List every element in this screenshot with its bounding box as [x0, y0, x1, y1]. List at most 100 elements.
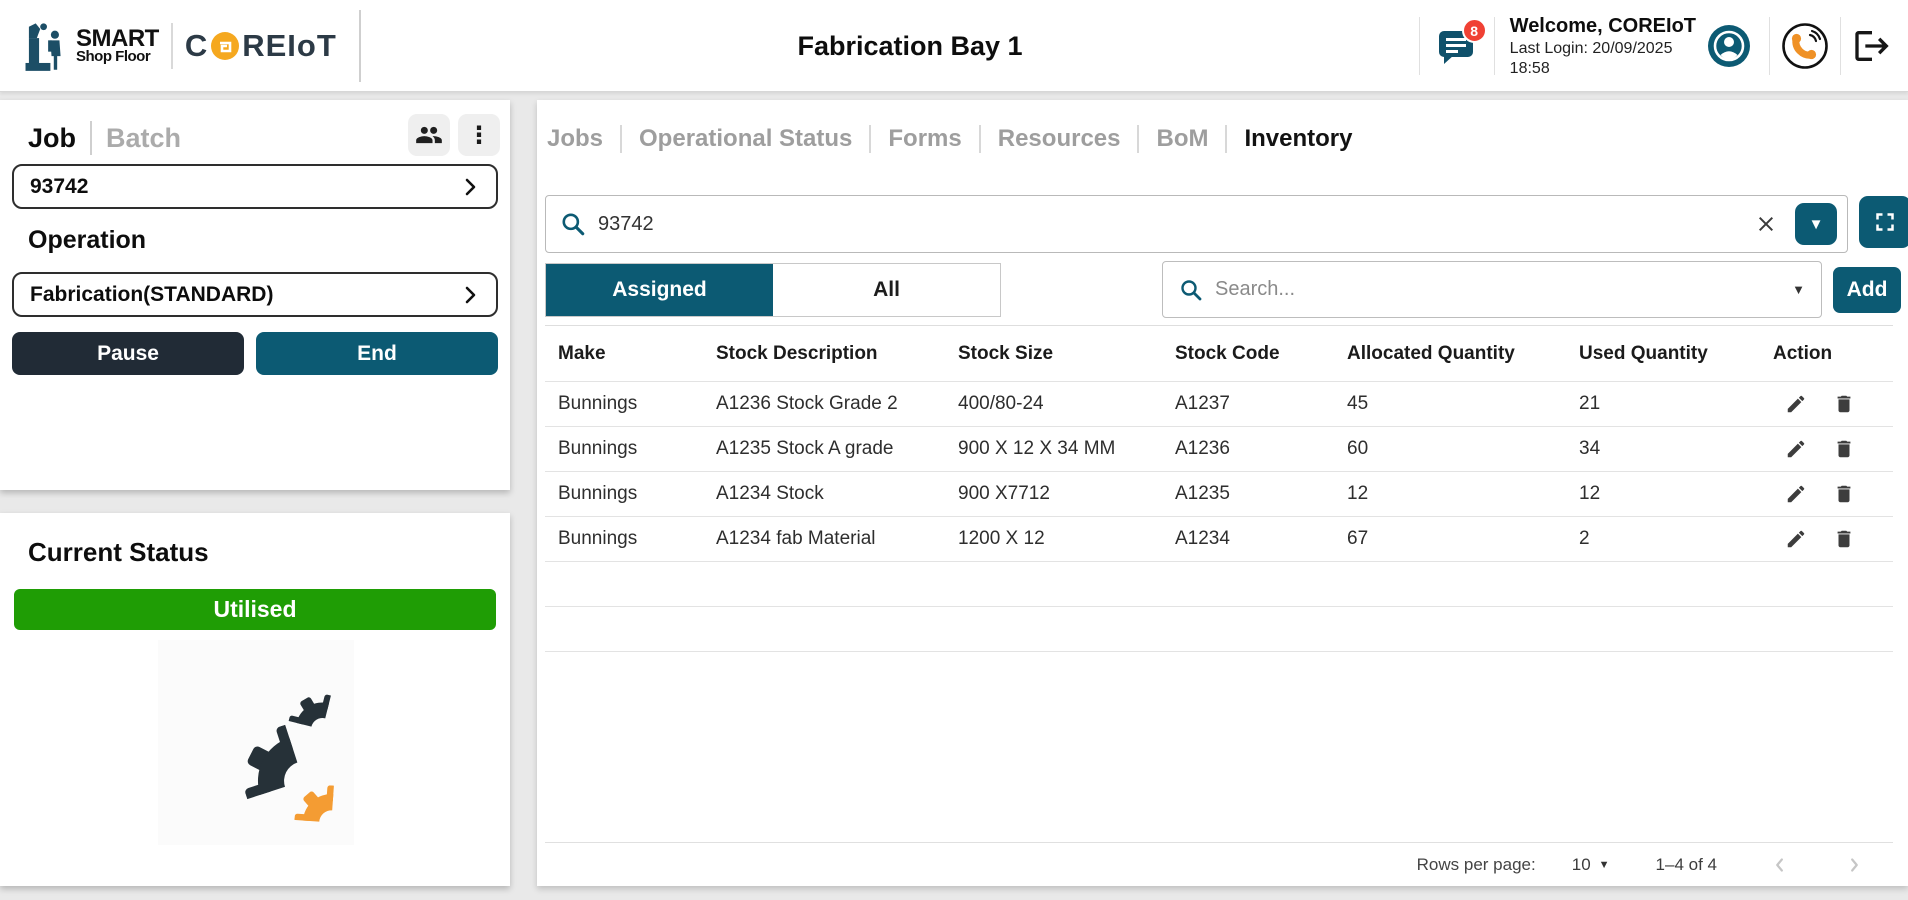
- gear-icon: [258, 744, 337, 823]
- operation-label: Operation: [28, 226, 147, 254]
- edit-icon: [1787, 395, 1805, 413]
- caret-down-icon: ▼: [1598, 858, 1610, 871]
- delete-button[interactable]: [1833, 393, 1855, 415]
- tab-resources[interactable]: Resources: [997, 125, 1121, 152]
- coreiot-logo-c: C: [184, 28, 209, 63]
- more-options-button[interactable]: ⋮: [458, 114, 500, 156]
- logo-area: SMART Shop Floor C REIoT: [24, 0, 361, 92]
- smart-logo-text-1: SMART: [76, 25, 159, 53]
- edit-button[interactable]: [1785, 483, 1807, 505]
- inventory-table: Make Stock Description Stock Size Stock …: [545, 325, 1893, 652]
- app-header: SMART Shop Floor C REIoT Fabrication Bay…: [0, 0, 1908, 92]
- trash-icon: [1837, 530, 1851, 548]
- tab-operational-status[interactable]: Operational Status: [639, 125, 853, 152]
- notification-badge: 8: [1461, 18, 1487, 43]
- call-button[interactable]: [1781, 22, 1829, 70]
- gears-graphic: [158, 640, 354, 845]
- pagination-range: 1–4 of 4: [1655, 854, 1717, 874]
- header-divider: [1418, 17, 1420, 75]
- messages-button[interactable]: 8: [1431, 18, 1487, 72]
- tab-inventory[interactable]: Inventory: [1244, 125, 1353, 152]
- empty-row: [545, 562, 1893, 607]
- cell-stock-size: 900 X7712: [958, 483, 1050, 504]
- cell-make: Bunnings: [558, 393, 638, 414]
- col-action: Action: [1773, 342, 1833, 364]
- tab-batch[interactable]: Batch: [106, 122, 182, 153]
- job-search-input[interactable]: [598, 212, 1749, 236]
- filter-all-button[interactable]: All: [773, 264, 1000, 316]
- cell-stock-description: A1234 Stock: [716, 483, 824, 504]
- end-button[interactable]: End: [256, 332, 498, 375]
- page-title: Fabrication Bay 1: [797, 30, 1023, 61]
- welcome-text: Welcome, COREIoT: [1509, 14, 1696, 37]
- cell-used-quantity: 2: [1579, 528, 1590, 549]
- col-used-quantity: Used Quantity: [1579, 342, 1708, 364]
- fullscreen-button[interactable]: [1859, 196, 1908, 248]
- logo-divider: [170, 23, 173, 69]
- caret-down-icon: ▼: [1808, 215, 1824, 233]
- cell-make: Bunnings: [558, 438, 638, 459]
- previous-page-button[interactable]: [1769, 854, 1791, 876]
- caret-down-icon[interactable]: ▼: [1792, 282, 1805, 297]
- edit-button[interactable]: [1785, 528, 1807, 550]
- table-header: Make Stock Description Stock Size Stock …: [545, 326, 1893, 382]
- cell-allocated-quantity: 60: [1347, 438, 1369, 459]
- header-divider: [358, 10, 361, 82]
- edit-icon: [1787, 440, 1805, 458]
- assign-operators-button[interactable]: [408, 114, 450, 156]
- people-icon: [416, 126, 442, 144]
- current-status-label: Current Status: [28, 537, 209, 567]
- pause-button[interactable]: Pause: [12, 332, 244, 375]
- cell-stock-code: A1237: [1175, 393, 1230, 414]
- rows-per-page-select[interactable]: 10 ▼: [1572, 855, 1610, 875]
- tab-job[interactable]: Job: [28, 122, 77, 153]
- chevron-left-icon: [1776, 857, 1783, 872]
- delete-button[interactable]: [1833, 528, 1855, 550]
- stock-search-input[interactable]: [1215, 278, 1793, 301]
- cell-stock-size: 900 X 12 X 34 MM: [958, 438, 1116, 459]
- delete-button[interactable]: [1833, 438, 1855, 460]
- tab-forms[interactable]: Forms: [888, 125, 962, 152]
- rows-per-page-value: 10: [1571, 854, 1591, 874]
- close-icon: [1759, 217, 1773, 231]
- header-actions: 8 Welcome, COREIoT Last Login: 20/09/202…: [1408, 0, 1900, 92]
- empty-row: [545, 607, 1893, 652]
- cell-stock-size: 1200 X 12: [958, 528, 1045, 549]
- job-select-field[interactable]: 93742: [12, 164, 498, 209]
- clear-search-button[interactable]: [1749, 207, 1783, 241]
- inventory-panel: Jobs Operational Status Forms Resources …: [537, 100, 1908, 886]
- cell-stock-code: A1234: [1175, 528, 1230, 549]
- delete-button[interactable]: [1833, 483, 1855, 505]
- edit-button[interactable]: [1785, 438, 1807, 460]
- coreiot-o-icon: [211, 32, 240, 60]
- search-dropdown-button[interactable]: ▼: [1795, 203, 1837, 245]
- next-page-button[interactable]: [1843, 854, 1865, 876]
- operation-select-field[interactable]: Fabrication(STANDARD): [12, 272, 498, 317]
- account-button[interactable]: [1706, 23, 1752, 69]
- tab-jobs[interactable]: Jobs: [547, 125, 604, 152]
- table-pagination: Rows per page: 10 ▼ 1–4 of 4: [545, 842, 1893, 886]
- smart-shop-floor-icon: [24, 20, 70, 72]
- col-stock-description: Stock Description: [716, 342, 878, 364]
- search-icon: [1181, 279, 1202, 300]
- user-avatar-icon: [1708, 25, 1750, 67]
- cell-allocated-quantity: 67: [1347, 528, 1369, 549]
- cell-stock-size: 400/80-24: [958, 393, 1044, 414]
- filter-assigned-button[interactable]: Assigned: [546, 264, 773, 316]
- trash-icon: [1837, 440, 1851, 458]
- cell-stock-description: A1236 Stock Grade 2: [716, 393, 898, 414]
- cell-stock-description: A1234 fab Material: [716, 528, 876, 549]
- table-row: Bunnings A1236 Stock Grade 2 400/80-24 A…: [545, 382, 1893, 427]
- last-login-date: Last Login: 20/09/2025: [1509, 39, 1673, 57]
- main-tabs: Jobs Operational Status Forms Resources …: [547, 116, 1353, 162]
- trash-icon: [1837, 485, 1851, 503]
- trash-icon: [1837, 395, 1851, 413]
- chevron-right-icon: [1851, 857, 1858, 872]
- cell-used-quantity: 34: [1579, 438, 1601, 459]
- col-stock-code: Stock Code: [1175, 342, 1280, 364]
- tab-bom[interactable]: BoM: [1156, 125, 1209, 152]
- logout-button[interactable]: [1852, 26, 1892, 66]
- add-button[interactable]: Add: [1833, 267, 1901, 313]
- coreiot-logo-rest: REIoT: [242, 28, 337, 63]
- edit-button[interactable]: [1785, 393, 1807, 415]
